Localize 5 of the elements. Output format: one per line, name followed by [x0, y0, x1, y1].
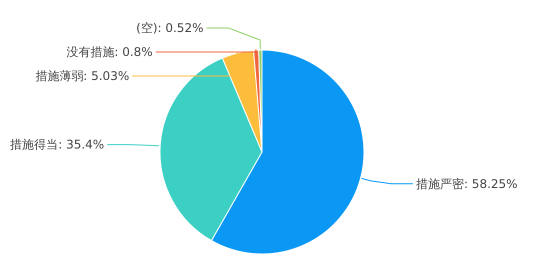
slice-label: (空): 0.52%	[136, 21, 204, 36]
slice-label: 措施薄弱: 5.03%	[35, 69, 130, 84]
slice-label: 措施严密: 58.25%	[416, 176, 518, 191]
slice-label: 措施得当: 35.4%	[10, 138, 104, 152]
slice-label: 没有措施: 0.8%	[66, 45, 153, 60]
